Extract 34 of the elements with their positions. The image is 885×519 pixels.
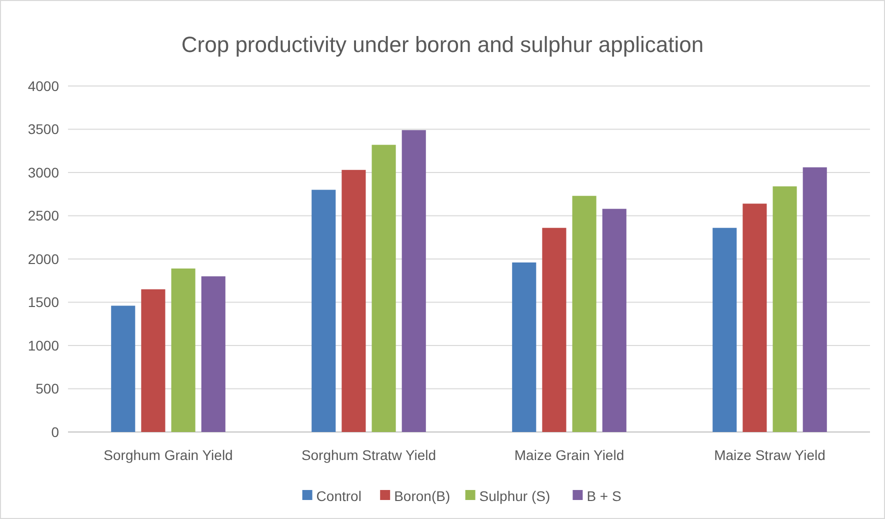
y-tick-label: 4000	[28, 78, 60, 94]
bar	[742, 204, 767, 432]
bar	[171, 268, 196, 432]
bar	[111, 306, 136, 432]
legend-label: Sulphur (S)	[479, 488, 550, 504]
y-tick-label: 3500	[28, 121, 60, 138]
legend-label: B + S	[586, 488, 622, 504]
legend-label: Control	[316, 488, 362, 504]
x-tick-label: Sorghum Grain Yield	[104, 447, 233, 463]
x-tick-label: Sorghum Stratw Yield	[301, 447, 436, 463]
bar	[512, 262, 536, 432]
x-tick-label: Maize Grain Yield	[514, 447, 624, 463]
bar	[402, 130, 426, 432]
bar	[572, 196, 596, 432]
legend-label: Boron(B)	[394, 488, 450, 504]
y-tick-label: 500	[36, 380, 60, 397]
bar	[312, 190, 336, 432]
x-tick-label: Maize Straw Yield	[714, 447, 826, 463]
y-tick-label: 2000	[28, 250, 60, 267]
bar	[772, 186, 797, 432]
bar	[342, 170, 366, 432]
bar	[141, 289, 166, 432]
y-tick-label: 2500	[28, 208, 60, 224]
bar	[542, 228, 566, 432]
y-tick-label: 1500	[28, 294, 60, 310]
bar	[712, 228, 737, 432]
bar	[201, 276, 226, 432]
chart-title: Crop productivity under boron and sulphur application	[181, 32, 704, 57]
bar	[802, 167, 827, 432]
bar	[602, 208, 626, 432]
bar	[372, 144, 396, 432]
y-tick-label: 3000	[28, 164, 60, 180]
y-tick-label: 1000	[28, 337, 60, 354]
y-tick-label: 0	[51, 424, 60, 440]
